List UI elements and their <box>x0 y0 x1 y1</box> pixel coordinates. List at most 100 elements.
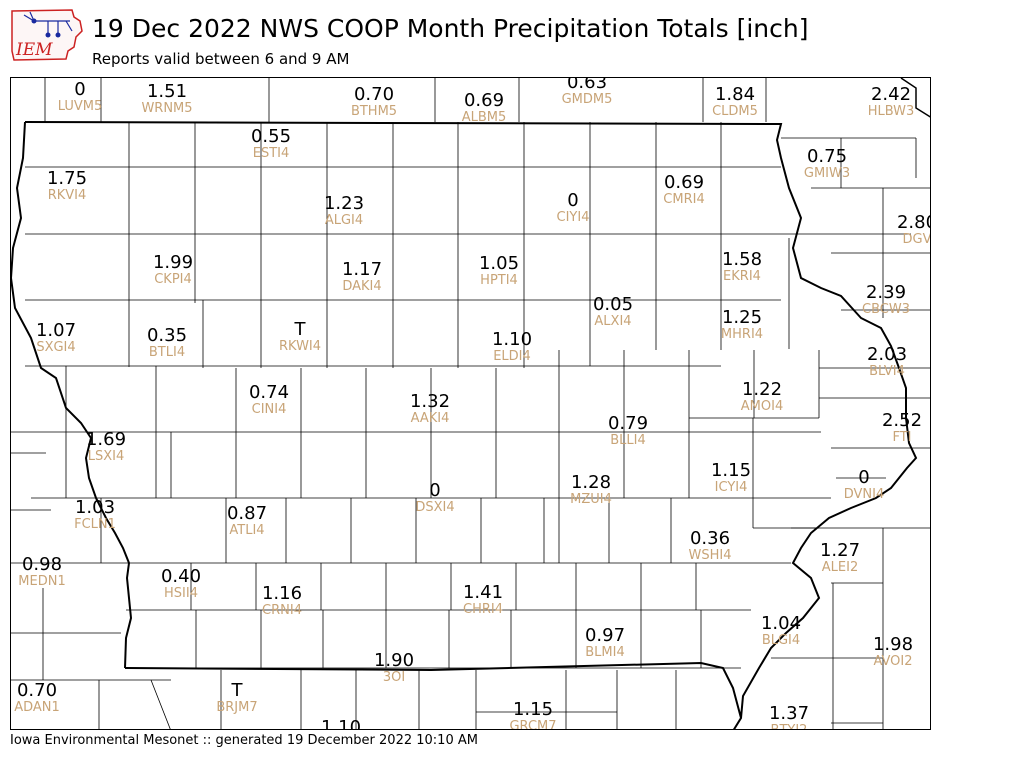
station-id-label: GRCM7 <box>509 719 557 730</box>
precip-value: T <box>231 680 243 701</box>
station-marker: 1.10 ELDI4 <box>492 330 532 364</box>
station-id-label: DGV <box>902 232 931 247</box>
precip-value: 1.04 <box>760 613 802 634</box>
station-marker: 1.99 CKPI4 <box>153 253 193 287</box>
station-marker: 1.22 AMOI4 <box>741 380 783 414</box>
station-id-label: EKRI4 <box>723 269 761 284</box>
station-marker: 1.75 RKVI4 <box>47 169 87 203</box>
station-id-label: ALEI2 <box>821 560 859 575</box>
station-id-label: CHRI4 <box>462 602 503 617</box>
station-id-label: RKWI4 <box>278 339 322 354</box>
station-marker: 1.51 WRNM5 <box>141 82 192 116</box>
station-id-label: RKVI4 <box>47 188 87 203</box>
station-id-label: HLBW3 <box>867 104 915 119</box>
station-marker: 0 CIYI4 <box>557 191 590 225</box>
station-id-label: MZUI4 <box>570 492 612 507</box>
station-marker: 1.32 AAKI4 <box>410 392 450 426</box>
station-id-label: GMIW3 <box>803 166 851 181</box>
station-marker: 0.55 ESTI4 <box>251 127 291 161</box>
station-id-label: BLLI4 <box>610 433 646 448</box>
station-id-label: WRNM5 <box>141 101 193 116</box>
precip-value: 0.69 <box>663 172 705 193</box>
station-id-label: DVNI4 <box>843 487 885 502</box>
precip-value: 1.23 <box>323 193 365 214</box>
station-marker: 1.03 FCLN1 <box>74 498 116 532</box>
station-marker: 0.05 ALXI4 <box>593 295 633 329</box>
station-id-label: BLGI4 <box>761 633 801 648</box>
precip-value: 1.32 <box>409 391 451 412</box>
precip-value: 0 <box>567 190 579 211</box>
station-id-label: ADAN1 <box>14 700 60 715</box>
station-marker: 0.69 CMRI4 <box>663 173 704 207</box>
precip-value: 1.15 <box>710 460 752 481</box>
station-id-label: FTI <box>892 430 912 445</box>
precip-value: 0 <box>858 467 870 488</box>
precip-value: 1.27 <box>819 540 861 561</box>
station-marker: 1.07 SXGI4 <box>36 321 76 355</box>
station-marker: 2.80DGV <box>897 213 931 247</box>
precip-value: 0.87 <box>226 503 268 524</box>
station-id-label: CIYI4 <box>556 210 590 225</box>
station-marker: 0.35 BTLI4 <box>147 326 187 360</box>
station-marker: 1.28 MZUI4 <box>570 473 612 507</box>
station-marker: 1.27 ALEI2 <box>820 541 860 575</box>
station-id-label: ATLI4 <box>229 523 265 538</box>
station-marker: 1.04 BLGI4 <box>761 614 801 648</box>
station-marker: 0 LUVM5 <box>58 80 103 114</box>
station-marker: 2.52 FTI <box>882 411 922 445</box>
station-id-label: ALGI4 <box>324 213 364 228</box>
station-marker: 1.90 3OI <box>374 651 414 685</box>
station-id-label: ELDI4 <box>493 349 531 364</box>
svg-text:IEM: IEM <box>15 40 53 60</box>
precip-value: 1.03 <box>74 497 116 518</box>
station-marker: 0.70 ADAN1 <box>14 681 60 715</box>
station-marker: 0.69 ALBM5 <box>462 91 507 125</box>
station-marker: 1.41 CHRI4 <box>463 583 503 617</box>
precip-value: 1.10 <box>320 717 362 730</box>
precip-value: 1.15 <box>512 699 554 720</box>
station-marker: 0.36 WSHI4 <box>689 529 732 563</box>
precip-value: 0.35 <box>146 325 188 346</box>
station-id-label: BTLI4 <box>148 345 186 360</box>
precip-value: 2.52 <box>881 410 923 431</box>
station-marker: 0.79 BLLI4 <box>608 414 648 448</box>
station-id-label: MHRI4 <box>720 327 764 342</box>
precip-value: 2.42 <box>870 84 912 105</box>
precip-value: 1.58 <box>721 249 763 270</box>
precip-value: 0 <box>429 480 441 501</box>
precip-value: 1.51 <box>146 81 188 102</box>
station-id-label: WSHI4 <box>688 548 732 563</box>
precip-value: 1.37 <box>768 703 810 724</box>
precip-value: 1.10 <box>491 329 533 350</box>
station-id-label: FCLN1 <box>74 517 116 532</box>
precip-value: 0.36 <box>689 528 731 549</box>
station-marker: 0.75 GMIW3 <box>804 147 850 181</box>
precip-value: 0.63 <box>566 77 608 93</box>
station-id-label: BTYI2 <box>769 724 809 730</box>
station-id-label: AAKI4 <box>410 411 450 426</box>
station-id-label: CMRI4 <box>663 192 705 207</box>
station-id-label: ALXI4 <box>594 314 632 329</box>
precip-value: 1.17 <box>341 259 383 280</box>
station-id-label: BRJM7 <box>216 700 258 715</box>
precip-value: 1.16 <box>261 583 303 604</box>
station-id-label: LUVM5 <box>57 99 103 114</box>
station-marker: 0 DVNI4 <box>844 468 885 502</box>
precip-value: 1.25 <box>721 307 763 328</box>
station-id-label: CBCW3 <box>862 302 910 317</box>
precip-value: T <box>294 319 306 340</box>
precip-value: 1.75 <box>46 168 88 189</box>
station-id-label: DSXI4 <box>415 500 455 515</box>
precip-value: 1.28 <box>570 472 612 493</box>
precip-value: 1.99 <box>152 252 194 273</box>
precip-value: 1.07 <box>35 320 77 341</box>
station-marker: 1.37BTYI2 <box>769 704 809 730</box>
station-marker: 0.87 ATLI4 <box>227 504 267 538</box>
precip-value: 0.69 <box>463 90 505 111</box>
precip-value: 1.22 <box>741 379 783 400</box>
page-title: 19 Dec 2022 NWS COOP Month Precipitation… <box>92 14 809 43</box>
station-marker: 2.03 BLVI4 <box>867 345 907 379</box>
page-subtitle: Reports valid between 6 and 9 AM <box>92 50 350 68</box>
precip-value: 2.03 <box>866 344 908 365</box>
precip-value: 1.69 <box>85 429 127 450</box>
